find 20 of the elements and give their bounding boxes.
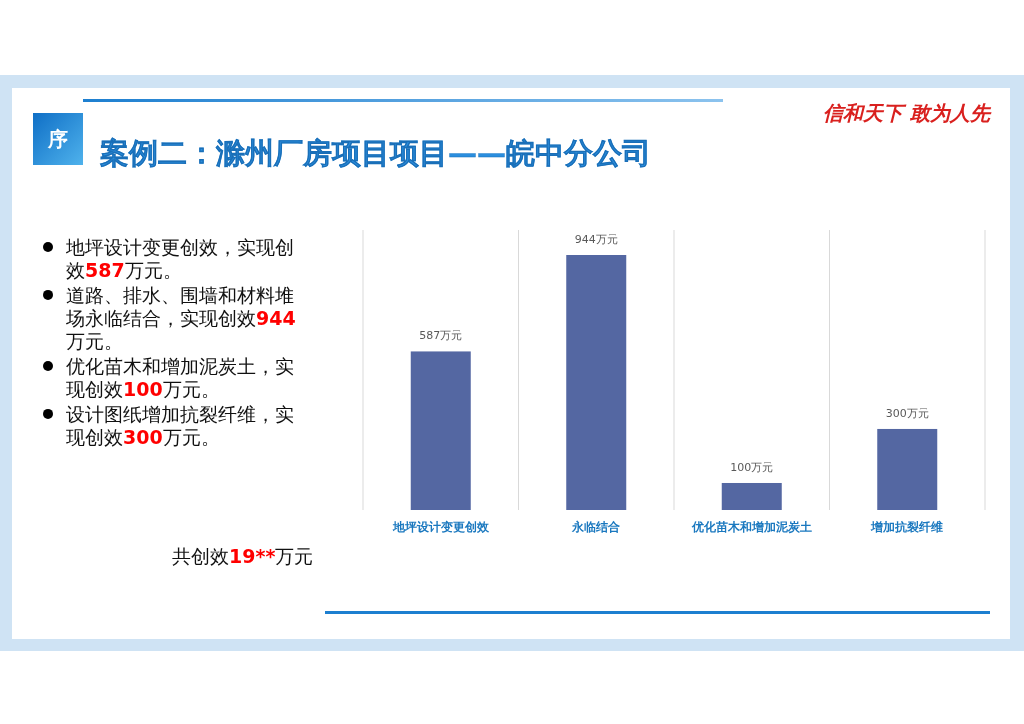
text: 信和天下 敢为人先 xyxy=(823,101,992,125)
data-label: 944万元 xyxy=(574,233,618,246)
data-label: 100万元 xyxy=(730,460,774,474)
bar xyxy=(566,255,627,510)
text: 优化苗木和增加泥炭土，实现创效100万元。 xyxy=(66,355,294,401)
x-tick-label: 地坪设计变更创效 xyxy=(391,520,490,534)
x-tick-label: 优化苗木和增加泥炭土 xyxy=(690,520,812,534)
chart-title: 案例二：滁州厂房项目项目——皖中分公司 xyxy=(99,136,651,170)
text: 地坪设计变更创效，实现创效587万元。 xyxy=(65,236,294,282)
bar xyxy=(410,351,471,510)
text: 共创效19**万元 xyxy=(172,545,314,567)
text: 序 xyxy=(47,127,68,151)
x-tick-label: 增加抗裂纤维 xyxy=(870,520,944,534)
text: 道路、排水、围墙和材料堆场永临结合，实现创效944万元。 xyxy=(66,283,296,353)
x-tick-label: 永临结合 xyxy=(571,520,622,534)
bar xyxy=(721,482,782,510)
text: 设计图纸增加抗裂纤维，实现创效300万元。 xyxy=(66,402,294,449)
data-label: 587万元 xyxy=(419,329,463,343)
bar xyxy=(877,428,938,510)
data-label: 300万元 xyxy=(885,406,929,420)
